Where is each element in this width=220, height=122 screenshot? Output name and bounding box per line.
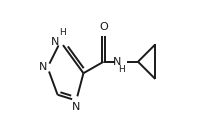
Text: H: H [59, 28, 66, 37]
Text: N: N [51, 37, 60, 47]
Text: O: O [99, 22, 108, 32]
Text: N: N [38, 62, 47, 72]
Text: H: H [118, 65, 125, 74]
Text: N: N [112, 57, 121, 67]
Text: N: N [72, 102, 81, 112]
